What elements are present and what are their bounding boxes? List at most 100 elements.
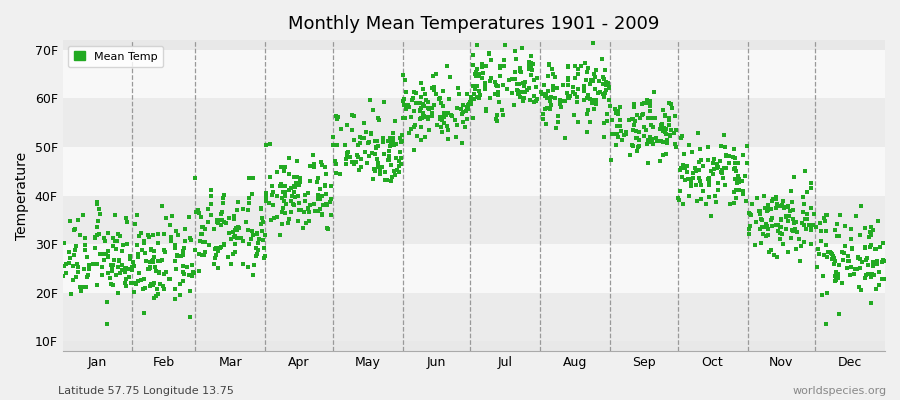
Point xyxy=(615,136,629,143)
Point xyxy=(81,272,95,278)
Point xyxy=(68,227,82,234)
Point xyxy=(242,195,256,201)
Point xyxy=(835,256,850,263)
Point xyxy=(655,151,670,158)
Point xyxy=(526,76,541,83)
Point xyxy=(491,99,506,105)
Point xyxy=(413,124,428,130)
Point xyxy=(449,134,464,140)
Point xyxy=(706,166,721,172)
Point xyxy=(382,143,397,149)
Point xyxy=(800,189,814,196)
Point xyxy=(572,66,586,72)
Point xyxy=(467,96,482,102)
Title: Monthly Mean Temperatures 1901 - 2009: Monthly Mean Temperatures 1901 - 2009 xyxy=(288,15,660,33)
Point xyxy=(66,276,80,283)
Point xyxy=(674,134,688,141)
Point xyxy=(654,123,669,130)
Point xyxy=(101,270,115,276)
Point xyxy=(598,90,612,96)
Point xyxy=(177,238,192,244)
Point xyxy=(361,139,375,146)
Point xyxy=(428,84,442,90)
Point xyxy=(148,264,162,270)
Point xyxy=(97,235,112,241)
Point xyxy=(95,264,110,270)
Point xyxy=(470,94,484,100)
Point xyxy=(804,241,818,248)
Point xyxy=(90,282,104,289)
Point xyxy=(184,236,198,243)
Point xyxy=(832,212,847,218)
Point xyxy=(62,260,77,266)
Point xyxy=(127,263,141,269)
Point xyxy=(241,200,256,206)
Point xyxy=(632,143,646,150)
Point xyxy=(203,200,218,207)
Point xyxy=(331,114,346,120)
Point xyxy=(276,168,291,174)
Point xyxy=(225,250,239,257)
Point xyxy=(700,176,715,182)
Point xyxy=(122,274,136,280)
Point xyxy=(418,134,432,141)
Point xyxy=(282,155,296,162)
Point xyxy=(558,98,572,104)
Point xyxy=(266,215,281,221)
Point xyxy=(472,70,487,77)
Point xyxy=(719,152,733,158)
Point xyxy=(771,228,786,234)
Point xyxy=(675,133,689,139)
Point xyxy=(490,81,504,88)
Point xyxy=(858,225,872,231)
Point xyxy=(478,83,492,90)
Point xyxy=(78,235,93,242)
Point xyxy=(777,205,791,212)
Point xyxy=(526,61,541,68)
Point xyxy=(146,232,160,238)
Point xyxy=(230,225,244,232)
Point xyxy=(863,244,878,250)
Point xyxy=(277,164,292,170)
Point xyxy=(137,310,151,316)
Point xyxy=(664,127,679,133)
Point xyxy=(256,245,271,251)
Point xyxy=(812,251,826,258)
Point xyxy=(365,176,380,182)
Point xyxy=(394,161,409,168)
Point xyxy=(152,269,166,275)
Point xyxy=(715,167,729,173)
Text: worldspecies.org: worldspecies.org xyxy=(792,386,886,396)
Point xyxy=(800,216,814,222)
Point xyxy=(864,230,878,237)
Point xyxy=(131,253,146,260)
Point xyxy=(398,77,412,83)
Point xyxy=(636,133,651,139)
Point xyxy=(387,171,401,178)
Point xyxy=(140,232,155,238)
Point xyxy=(761,226,776,232)
Point xyxy=(697,187,711,194)
Point xyxy=(717,165,732,171)
Point xyxy=(625,116,639,123)
Point xyxy=(416,113,430,119)
Point xyxy=(472,92,487,98)
Point xyxy=(220,254,235,260)
Point xyxy=(819,212,833,218)
Point xyxy=(468,73,482,80)
Point xyxy=(834,248,849,255)
Point xyxy=(622,116,636,123)
Point xyxy=(286,174,301,180)
Point xyxy=(858,244,872,250)
Point xyxy=(525,60,539,66)
Point xyxy=(538,93,553,100)
Point xyxy=(421,105,436,111)
Point xyxy=(417,103,431,110)
Point xyxy=(780,218,795,224)
Point xyxy=(439,112,454,118)
Point xyxy=(696,163,710,170)
Point xyxy=(619,130,634,136)
Point xyxy=(340,150,355,157)
Point xyxy=(177,271,192,277)
Point xyxy=(760,232,775,238)
